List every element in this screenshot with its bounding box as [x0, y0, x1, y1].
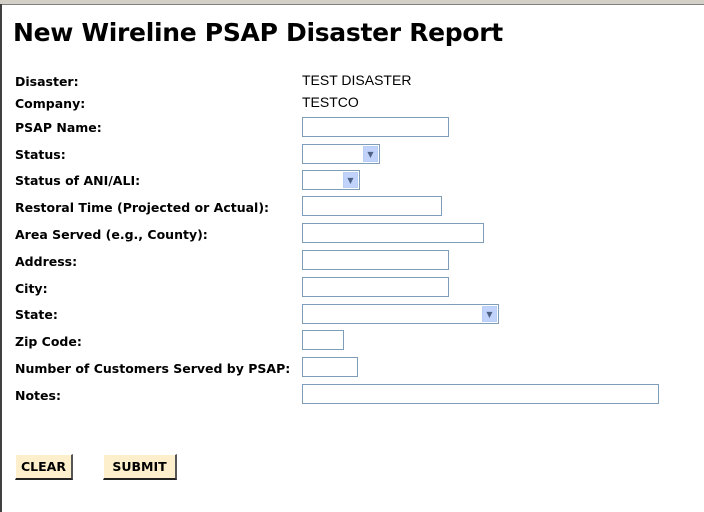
- notes-input[interactable]: [302, 384, 659, 404]
- city-input[interactable]: [302, 277, 449, 297]
- psap-name-input[interactable]: [302, 117, 449, 137]
- zip-code-label: Zip Code:: [15, 334, 82, 349]
- status-select[interactable]: ▼: [302, 144, 380, 164]
- restoral-time-label: Restoral Time (Projected or Actual):: [15, 200, 270, 215]
- clear-button[interactable]: CLEAR: [15, 454, 73, 480]
- window-left-border: [0, 4, 2, 512]
- status-label: Status:: [15, 147, 66, 162]
- state-label: State:: [15, 307, 58, 322]
- company-value: TESTCO: [302, 94, 359, 110]
- restoral-time-input[interactable]: [302, 196, 442, 216]
- window-top-border: [0, 0, 704, 5]
- area-served-input[interactable]: [302, 223, 484, 243]
- ani-ali-label: Status of ANI/ALI:: [15, 173, 141, 188]
- zip-code-input[interactable]: [302, 330, 344, 350]
- disaster-label: Disaster:: [15, 74, 79, 89]
- chevron-down-icon[interactable]: ▼: [363, 146, 378, 162]
- company-label: Company:: [15, 96, 86, 111]
- address-label: Address:: [15, 254, 78, 269]
- area-served-label: Area Served (e.g., County):: [15, 227, 208, 242]
- city-label: City:: [15, 281, 48, 296]
- ani-ali-select[interactable]: ▼: [302, 170, 360, 190]
- page-title: New Wireline PSAP Disaster Report: [13, 18, 503, 47]
- submit-button[interactable]: SUBMIT: [103, 454, 177, 480]
- psap-name-label: PSAP Name:: [15, 120, 102, 135]
- chevron-down-icon[interactable]: ▼: [482, 306, 497, 322]
- chevron-down-icon[interactable]: ▼: [343, 172, 358, 188]
- customers-label: Number of Customers Served by PSAP:: [15, 361, 291, 376]
- notes-label: Notes:: [15, 388, 61, 403]
- disaster-value: TEST DISASTER: [302, 72, 412, 88]
- address-input[interactable]: [302, 250, 449, 270]
- customers-input[interactable]: [302, 357, 358, 377]
- state-select[interactable]: ▼: [302, 304, 499, 324]
